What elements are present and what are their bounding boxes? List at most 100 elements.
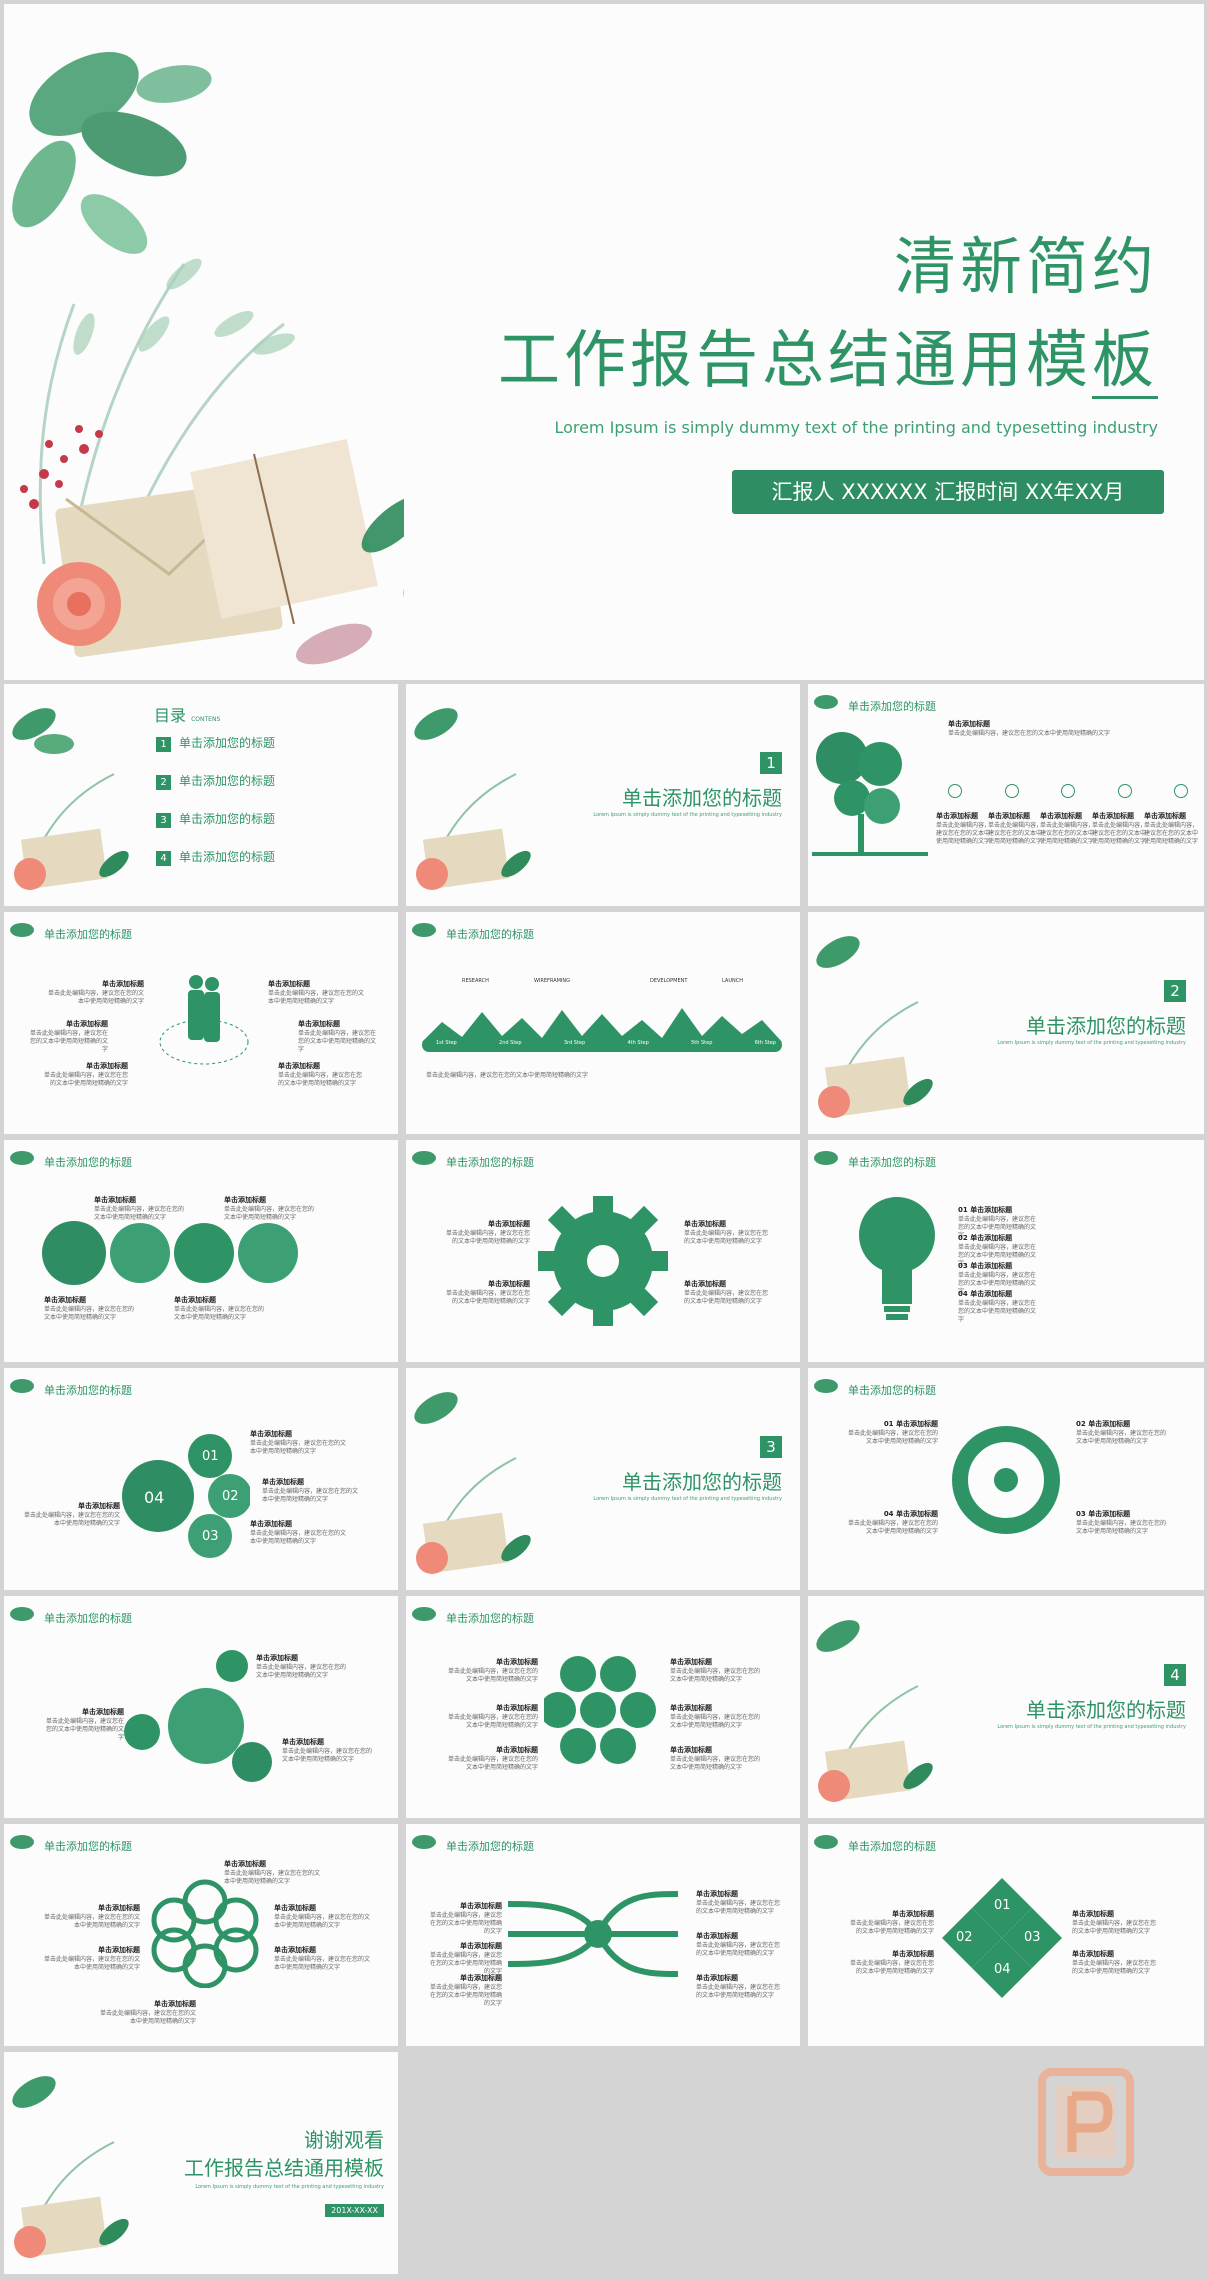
- info-block: 单击添加标题 单击此处编辑内容，建议您在您的文本中使用简短精确的文字: [988, 812, 1043, 845]
- info-block: 单击添加标题 单击此处编辑内容，建议您在您的文本中使用简短精确的文字: [45, 1708, 124, 1741]
- info-block: 单击添加标题 单击此处编辑内容，建议您在您的文本中使用简短精确的文字: [670, 1746, 761, 1771]
- floral-corner-illustration: [414, 1392, 531, 1574]
- info-block: 单击添加标题 单击此处编辑内容，建议您在您的文本中使用简短精确的文字: [670, 1704, 761, 1729]
- section-slide-3[interactable]: 3 单击添加您的标题 Lorem Ipsum is simply dummy t…: [406, 1368, 800, 1590]
- info-block: 单击添加标题 单击此处编辑内容，建议您在您的文本中使用简短精确的文字: [94, 1196, 185, 1221]
- toc-item-2[interactable]: 2 单击添加您的标题: [156, 772, 275, 790]
- cycle-arrows-slide[interactable]: 单击添加您的标题 01 单击添加标题 单击此处编辑内容，建议您在您的文本中使用简短…: [808, 1368, 1204, 1590]
- leaf-icon: [812, 1146, 844, 1172]
- toc-number: 1: [156, 737, 171, 752]
- flower-diagram-slide[interactable]: 单击添加您的标题 单击添加标题 单击此处编辑内容，建议您在您的文本中使用简短精确的…: [4, 1824, 398, 2046]
- section-slide-2[interactable]: 2 单击添加您的标题 Lorem Ipsum is simply dummy t…: [808, 912, 1204, 1134]
- step-label: 3rd Step: [563, 1040, 586, 1046]
- info-block: 单击添加标题 单击此处编辑内容，建议您在您的文本中使用简短精确的文字: [849, 1910, 934, 1935]
- cover-title-line2: 工作报告总结通用模板: [497, 323, 1158, 396]
- thank-you-slide[interactable]: 谢谢观看 工作报告总结通用模板 Lorem Ipsum is simply du…: [4, 2052, 398, 2274]
- slide-header: 单击添加您的标题: [848, 1384, 936, 1397]
- bulb-icon: [1117, 784, 1132, 798]
- info-block: 单击添加标题 单击此处编辑内容，建议您在您的文本中使用简短精确的文字: [849, 1950, 934, 1975]
- reporter-bar: 汇报人 XXXXXX 汇报时间 XX年XX月: [732, 470, 1164, 514]
- circle-cluster-slide[interactable]: 单击添加您的标题 单击添加标题 单击此处编辑内容，建议您在您的文本中使用简短精确的…: [4, 1596, 398, 1818]
- date-badge: 201X-XX-XX: [325, 2204, 384, 2217]
- diamond-diagram-slide[interactable]: 单击添加您的标题 01 02 03 04 单击添加标题 单击此处编辑内容，建议您在…: [808, 1824, 1204, 2046]
- section-number: 3: [760, 1436, 782, 1458]
- intro-text: 单击添加标题 单击此处编辑内容，建议您在您的文本中使用简短精确的文字: [948, 720, 1111, 737]
- people-orbit-slide[interactable]: 单击添加您的标题 单击添加标题 单击此处编辑内容，建议您在您的文本中使用简短精确的…: [4, 912, 398, 1134]
- hexagon-slide[interactable]: 单击添加您的标题 单击添加标题 单击此处编辑内容，建议您在您的文本中使用简短精确的…: [406, 1596, 800, 1818]
- step-label: 6th Step: [754, 1040, 776, 1046]
- section-subtitle: Lorem Ipsum is simply dummy text of the …: [997, 1040, 1186, 1046]
- numbered-block: 03 单击添加标题 单击此处编辑内容，建议您在您的文本中使用简短精确的文字: [958, 1262, 1037, 1295]
- couple-orbit-diagram: [159, 975, 249, 1065]
- slide-header: 单击添加您的标题: [44, 928, 132, 941]
- ending-subtitle: Lorem Ipsum is simply dummy text of the …: [195, 2184, 384, 2190]
- tree-diagram: [812, 732, 928, 856]
- chart-icon: [1174, 784, 1188, 798]
- section-subtitle: Lorem Ipsum is simply dummy text of the …: [997, 1724, 1186, 1730]
- cover-slide[interactable]: 清新简约 工作报告总结通用模板 Lorem Ipsum is simply du…: [4, 4, 1204, 680]
- section-title: 单击添加您的标题: [622, 786, 782, 810]
- section-number: 4: [1164, 1664, 1186, 1686]
- petal-number: 02: [222, 1489, 239, 1504]
- info-block: 单击添加标题 单击此处编辑内容，建议您在您的文本中使用简短精确的文字: [278, 1062, 363, 1087]
- info-block: 单击添加标题 单击此处编辑内容，建议您在您的文本中使用简短精确的文字: [1092, 812, 1147, 845]
- step-label: 2nd Step: [499, 1040, 522, 1046]
- circle-cluster-diagram: [124, 1650, 272, 1782]
- section-slide-1[interactable]: 1 单击添加您的标题 Lorem Ipsum is simply dummy t…: [406, 684, 800, 906]
- numbered-block: 04 单击添加标题 单击此处编辑内容，建议您在您的文本中使用简短精确的文字: [958, 1290, 1037, 1323]
- floral-corner-illustration: [12, 2076, 129, 2258]
- slide-header: 单击添加您的标题: [44, 1840, 132, 1853]
- ending-title: 工作报告总结通用模板: [184, 2156, 384, 2180]
- step-label: 4th Step: [627, 1040, 649, 1046]
- section-title: 单击添加您的标题: [622, 1470, 782, 1494]
- slide-header: 单击添加您的标题: [446, 1156, 534, 1169]
- leaf-icon: [8, 1374, 40, 1400]
- gear-slide[interactable]: 单击添加您的标题 单击添加标题 单击此处编辑内容，建议您在您的文本中使用简短精确的…: [406, 1140, 800, 1362]
- numbered-block: 04 单击添加标题 单击此处编辑内容，建议您在您的文本中使用简短精确的文字: [848, 1510, 939, 1535]
- info-block: 单击添加标题 单击此处编辑内容，建议您在您的文本中使用简短精确的文字: [684, 1280, 769, 1305]
- cover-title-line1: 清新简约: [893, 230, 1158, 303]
- info-block: 单击添加标题 单击此处编辑内容，建议您在您的文本中使用简短精确的文字: [44, 1946, 141, 1971]
- globe-icon: [1004, 784, 1019, 798]
- info-block: 单击添加标题 单击此处编辑内容，建议您在您的文本中使用简短精确的文字: [224, 1196, 315, 1221]
- floral-corner-illustration: [12, 708, 129, 890]
- slide-header: 单击添加您的标题: [446, 1840, 534, 1853]
- section-subtitle: Lorem Ipsum is simply dummy text of the …: [593, 1496, 782, 1502]
- branch-diagram-slide[interactable]: 单击添加您的标题 单击添加标题 单击此处编辑内容，建议您在您的文本中使用简短精确的…: [406, 1824, 800, 2046]
- toc-title: 目录: [154, 706, 187, 725]
- mountain-timeline-slide[interactable]: 单击添加您的标题 RESEARCH WIREFRAMING DEVELOPMEN…: [406, 912, 800, 1134]
- toc-item-4[interactable]: 4 单击添加您的标题: [156, 848, 275, 866]
- slide-header: 单击添加您的标题: [446, 928, 534, 941]
- info-block: 单击添加标题 单击此处编辑内容，建议您在您的文本中使用简短精确的文字: [44, 1062, 129, 1087]
- toc-label: 单击添加您的标题: [179, 812, 276, 826]
- info-block: 单击添加标题 单击此处编辑内容，建议您在您的文本中使用简短精确的文字: [447, 1704, 538, 1729]
- tree-infographic-slide[interactable]: 单击添加您的标题 单击添加标题 单击此处编辑内容，建议您在您的文本中使用简短精确的…: [808, 684, 1204, 906]
- info-block: 单击添加标题 单击此处编辑内容，建议您在您的文本中使用简短精确的文字: [224, 1860, 321, 1885]
- section-slide-4[interactable]: 4 单击添加您的标题 Lorem Ipsum is simply dummy t…: [808, 1596, 1204, 1818]
- numbered-block: 02 单击添加标题 单击此处编辑内容，建议您在您的文本中使用简短精确的文字: [958, 1234, 1037, 1267]
- toc-item-3[interactable]: 3 单击添加您的标题: [156, 810, 275, 828]
- info-block: 单击添加标题 单击此处编辑内容，建议您在您的文本中使用简短精确的文字: [282, 1738, 373, 1763]
- gear-icon: [538, 1196, 668, 1326]
- info-block: 单击添加标题 单击此处编辑内容，建议您在您的文本中使用简短精确的文字: [936, 812, 991, 845]
- toc-slide[interactable]: 目录 CONTENS 1 单击添加您的标题 2 单击添加您的标题 3 单击添加您的标题…: [4, 684, 398, 906]
- lightbulb-icon: [859, 1197, 935, 1320]
- drop-chain-slide[interactable]: 单击添加您的标题 单击添加标题 单击此处编辑内容，建议您在您的文本中使用简短精确的…: [4, 1140, 398, 1362]
- info-block: 单击添加标题 单击此处编辑内容，建议您在您的文本中使用简短精确的文字: [696, 1890, 781, 1915]
- petal-diagram-slide[interactable]: 单击添加您的标题 04 01 02 03 单击添加标题 单击此处编辑内容，建议您在…: [4, 1368, 398, 1590]
- toc-item-1[interactable]: 1 单击添加您的标题: [156, 734, 275, 752]
- info-block: 单击添加标题 单击此处编辑内容，建议您在您的文本中使用简短精确的文字: [1040, 812, 1095, 845]
- leaf-icon: [410, 1602, 442, 1628]
- info-block: 单击添加标题 单击此处编辑内容，建议您在您的文本中使用简短精确的文字: [256, 1654, 347, 1679]
- info-block: 单击添加标题 单击此处编辑内容，建议您在您的文本中使用简短精确的文字: [670, 1658, 761, 1683]
- info-block: 单击添加标题 单击此处编辑内容，建议您在您的文本中使用简短精确的文字: [1072, 1950, 1157, 1975]
- lightbulb-slide[interactable]: 单击添加您的标题 01 单击添加标题 单击此处编辑内容，建议您在您的文本中使用简短…: [808, 1140, 1204, 1362]
- leaf-icon: [410, 1146, 442, 1172]
- info-block: 单击添加标题 单击此处编辑内容，建议您在您的文本中使用简短精确的文字: [174, 1296, 265, 1321]
- floral-corner-illustration: [816, 936, 933, 1118]
- info-block: 单击添加标题 单击此处编辑内容，建议您在您的文本中使用简短精确的文字: [429, 1974, 502, 2007]
- watercolor-floral-illustration: [12, 51, 404, 665]
- toc-label: 单击添加您的标题: [179, 736, 276, 750]
- info-block: 单击添加标题 单击此处编辑内容，建议您在您的文本中使用简短精确的文字: [447, 1746, 538, 1771]
- info-block: 单击添加标题 单击此处编辑内容，建议您在您的文本中使用简短精确的文字: [44, 1296, 135, 1321]
